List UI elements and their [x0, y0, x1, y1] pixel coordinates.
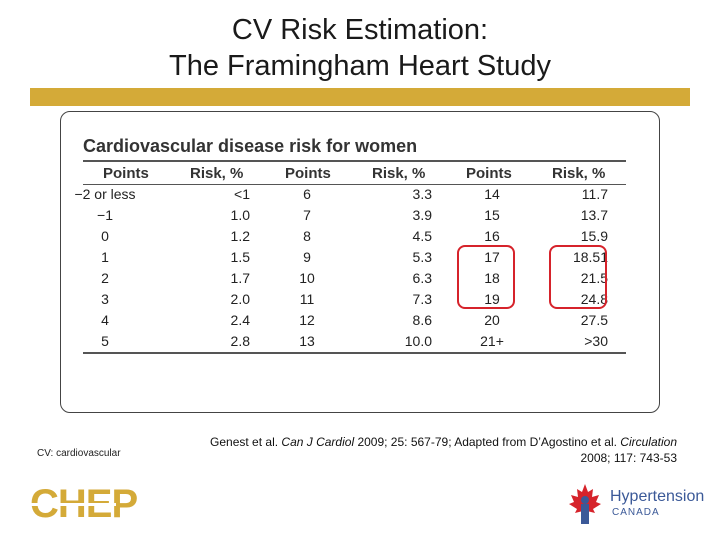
table-cell-r5-c1: 2.0: [230, 291, 250, 307]
table-cell-r2-c4: 16: [484, 228, 500, 244]
hypertension-canada-wordmark: Hypertension: [610, 488, 705, 505]
column-header-3: Risk, %: [372, 165, 426, 182]
logo-pin-dot: [581, 496, 589, 504]
table-cell-r1-c3: 3.9: [412, 207, 432, 223]
table-cell-r4-c0: 2: [101, 270, 109, 286]
table-cell-r1-c1: 1.0: [230, 207, 250, 223]
table-cell-r3-c1: 1.5: [230, 249, 250, 265]
table-top-rule: [83, 160, 626, 162]
table-cell-r6-c4: 20: [484, 312, 500, 328]
column-header-1: Risk, %: [190, 165, 244, 182]
table-cell-r2-c1: 1.2: [230, 228, 250, 244]
table-cell-r1-c0: −1: [97, 207, 113, 223]
table-cell-r2-c3: 4.5: [412, 228, 432, 244]
table-cell-r4-c5: 21.5: [580, 270, 608, 286]
table-bottom-rule: [83, 352, 626, 354]
title-line-2: The Framingham Heart Study: [169, 50, 551, 82]
citation: Genest et al. Can J Cardiol 2009; 25: 56…: [180, 434, 677, 466]
table-cell-r0-c0: −2 or less: [74, 186, 136, 202]
table-cell-r7-c1: 2.8: [230, 333, 250, 349]
table-cell-r5-c3: 7.3: [412, 291, 432, 307]
citation-prefix: Genest et al.: [210, 435, 282, 449]
table-header-rule: [83, 184, 626, 185]
citation-journal-2: Circulation: [620, 435, 677, 449]
table-cell-r2-c2: 8: [303, 228, 311, 244]
table-cell-r6-c1: 2.4: [230, 312, 250, 328]
table-cell-r0-c3: 3.3: [412, 186, 432, 202]
table-cell-r3-c3: 5.3: [412, 249, 432, 265]
table-cell-r4-c2: 10: [299, 270, 315, 286]
hypertension-canada-logo-icon: [569, 484, 601, 524]
chep-logo-stripe: [30, 503, 116, 506]
citation-middle: 2009; 25: 567-79; Adapted from D’Agostin…: [354, 435, 621, 449]
title-line-1: CV Risk Estimation:: [231, 14, 489, 46]
table-cell-r5-c4: 19: [484, 291, 500, 307]
table-cell-r4-c1: 1.7: [230, 270, 250, 286]
citation-journal-1: Can J Cardiol: [281, 435, 355, 449]
table-cell-r3-c0: 1: [101, 249, 109, 265]
table-cell-r6-c2: 12: [299, 312, 315, 328]
highlight-box-points: [457, 245, 515, 309]
logo-pin-bar: [581, 504, 589, 524]
hypertension-canada-subtitle: CANADA: [612, 507, 660, 518]
table-cell-r2-c5: 15.9: [580, 228, 608, 244]
table-cell-r1-c4: 15: [484, 207, 500, 223]
table-cell-r3-c4: 17: [484, 249, 500, 265]
table-cell-r6-c3: 8.6: [412, 312, 432, 328]
table-cell-r0-c4: 14: [484, 186, 500, 202]
table-cell-r0-c2: 6: [303, 186, 311, 202]
table-cell-r7-c0: 5: [101, 333, 109, 349]
table-cell-r2-c0: 0: [101, 228, 109, 244]
column-header-4: Points: [466, 165, 512, 182]
table-cell-r3-c2: 9: [303, 249, 311, 265]
table-cell-r7-c4: 21+: [480, 333, 504, 349]
table-cell-r7-c5: >30: [584, 333, 608, 349]
table-cell-r6-c0: 4: [101, 312, 109, 328]
table-cell-r6-c5: 27.5: [580, 312, 608, 328]
slide-title: CV Risk Estimation: The Framingham Heart…: [0, 12, 720, 84]
table-cell-r4-c3: 6.3: [412, 270, 432, 286]
gold-divider-bar: [30, 88, 690, 106]
table-cell-r7-c3: 10.0: [404, 333, 432, 349]
table-cell-r4-c4: 18: [484, 270, 500, 286]
table-cell-r1-c2: 7: [303, 207, 311, 223]
table-cell-r7-c2: 13: [299, 333, 315, 349]
column-header-0: Points: [103, 165, 149, 182]
column-header-5: Risk, %: [552, 165, 606, 182]
table-cell-r3-c5: 18.51: [572, 249, 608, 265]
table-cell-r1-c5: 13.7: [580, 207, 608, 223]
citation-suffix: 2008; 117: 743-53: [580, 451, 677, 465]
table-title: Cardiovascular disease risk for women: [83, 136, 418, 156]
highlight-box-risk: [549, 245, 607, 309]
abbreviation-footnote: CV: cardiovascular: [37, 448, 121, 459]
table-cell-r0-c5: 11.7: [581, 186, 608, 202]
table-cell-r5-c2: 11: [299, 291, 315, 307]
table-cell-r5-c0: 3: [101, 291, 109, 307]
column-header-2: Points: [285, 165, 331, 182]
table-cell-r0-c1: <1: [234, 186, 250, 202]
